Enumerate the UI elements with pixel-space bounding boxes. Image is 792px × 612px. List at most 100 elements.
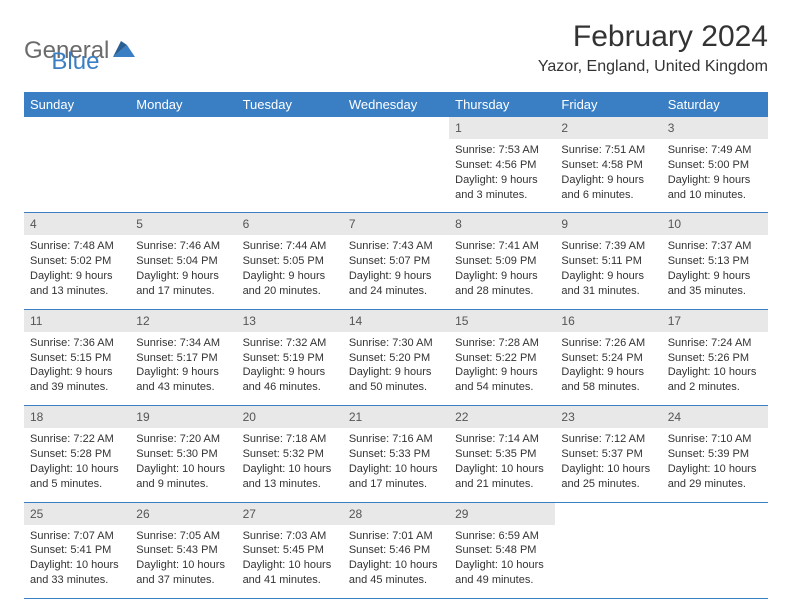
day-number-row: 11121314151617 [24,310,768,332]
day-content-cell: Sunrise: 7:20 AMSunset: 5:30 PMDaylight:… [130,428,236,501]
sunset-text: Sunset: 5:19 PM [243,351,337,366]
sunrise-text: Sunrise: 7:36 AM [30,336,124,351]
day-content-cell: Sunrise: 7:49 AMSunset: 5:00 PMDaylight:… [662,139,768,212]
sunset-text: Sunset: 5:26 PM [668,351,762,366]
daylight-text-1: Daylight: 9 hours [455,269,549,284]
daylight-text-1: Daylight: 9 hours [668,269,762,284]
day-number-row: 18192021222324 [24,406,768,428]
daylight-text-1: Daylight: 9 hours [243,365,337,380]
daylight-text-1: Daylight: 9 hours [561,365,655,380]
daylight-text-2: and 20 minutes. [243,284,337,299]
day-content-cell: Sunrise: 7:24 AMSunset: 5:26 PMDaylight:… [662,332,768,405]
sunset-text: Sunset: 5:43 PM [136,543,230,558]
sunrise-text: Sunrise: 7:24 AM [668,336,762,351]
daylight-text-1: Daylight: 9 hours [349,269,443,284]
day-content-cell: Sunrise: 7:07 AMSunset: 5:41 PMDaylight:… [24,525,130,598]
day-number-cell: 7 [343,213,449,235]
daylight-text-1: Daylight: 10 hours [30,462,124,477]
sunset-text: Sunset: 5:15 PM [30,351,124,366]
sunset-text: Sunset: 5:32 PM [243,447,337,462]
sunrise-text: Sunrise: 7:10 AM [668,432,762,447]
sunset-text: Sunset: 5:05 PM [243,254,337,269]
daylight-text-1: Daylight: 9 hours [349,365,443,380]
daylight-text-2: and 29 minutes. [668,477,762,492]
daylight-text-2: and 13 minutes. [30,284,124,299]
day-number-cell [237,117,343,139]
sunset-text: Sunset: 5:11 PM [561,254,655,269]
day-header-thu: Thursday [449,92,555,117]
sunset-text: Sunset: 5:00 PM [668,158,762,173]
daylight-text-1: Daylight: 9 hours [455,173,549,188]
day-content-cell: Sunrise: 7:41 AMSunset: 5:09 PMDaylight:… [449,235,555,308]
day-content-cell: Sunrise: 7:10 AMSunset: 5:39 PMDaylight:… [662,428,768,501]
day-content-cell: Sunrise: 7:51 AMSunset: 4:58 PMDaylight:… [555,139,661,212]
day-content-cell [24,139,130,205]
sunset-text: Sunset: 5:07 PM [349,254,443,269]
sunrise-text: Sunrise: 7:41 AM [455,239,549,254]
day-number-cell: 27 [237,503,343,525]
daylight-text-1: Daylight: 9 hours [561,173,655,188]
sunrise-text: Sunrise: 7:37 AM [668,239,762,254]
sunrise-text: Sunrise: 7:49 AM [668,143,762,158]
day-number-cell: 14 [343,310,449,332]
day-content-cell [237,139,343,205]
sunset-text: Sunset: 5:41 PM [30,543,124,558]
daylight-text-2: and 54 minutes. [455,380,549,395]
sunrise-text: Sunrise: 7:32 AM [243,336,337,351]
daylight-text-2: and 46 minutes. [243,380,337,395]
day-number-cell: 26 [130,503,236,525]
sunset-text: Sunset: 5:17 PM [136,351,230,366]
day-content-cell: Sunrise: 7:48 AMSunset: 5:02 PMDaylight:… [24,235,130,308]
day-content-cell [343,139,449,205]
daylight-text-2: and 5 minutes. [30,477,124,492]
day-number-cell: 8 [449,213,555,235]
day-content-cell: Sunrise: 7:05 AMSunset: 5:43 PMDaylight:… [130,525,236,598]
day-content-cell: Sunrise: 7:26 AMSunset: 5:24 PMDaylight:… [555,332,661,405]
daylight-text-2: and 45 minutes. [349,573,443,588]
day-header-mon: Monday [130,92,236,117]
sunrise-text: Sunrise: 7:46 AM [136,239,230,254]
daylight-text-2: and 35 minutes. [668,284,762,299]
day-content-cell: Sunrise: 7:28 AMSunset: 5:22 PMDaylight:… [449,332,555,405]
daylight-text-1: Daylight: 10 hours [455,558,549,573]
day-number-cell: 18 [24,406,130,428]
day-number-cell [343,117,449,139]
day-number-cell: 17 [662,310,768,332]
day-header-row: Sunday Monday Tuesday Wednesday Thursday… [24,92,768,117]
day-content-cell: Sunrise: 7:12 AMSunset: 5:37 PMDaylight:… [555,428,661,501]
day-content-cell: Sunrise: 6:59 AMSunset: 5:48 PMDaylight:… [449,525,555,598]
header: General Blue February 2024 Yazor, Englan… [24,20,768,76]
day-number-cell: 2 [555,117,661,139]
day-number-cell: 10 [662,213,768,235]
sunset-text: Sunset: 5:24 PM [561,351,655,366]
daylight-text-2: and 2 minutes. [668,380,762,395]
sunrise-text: Sunrise: 7:22 AM [30,432,124,447]
sunset-text: Sunset: 4:56 PM [455,158,549,173]
day-number-cell: 22 [449,406,555,428]
day-number-cell: 5 [130,213,236,235]
day-number-cell: 16 [555,310,661,332]
sunrise-text: Sunrise: 7:39 AM [561,239,655,254]
day-content-cell: Sunrise: 7:22 AMSunset: 5:28 PMDaylight:… [24,428,130,501]
daylight-text-2: and 24 minutes. [349,284,443,299]
title-block: February 2024 Yazor, England, United Kin… [538,20,768,76]
day-content-cell: Sunrise: 7:34 AMSunset: 5:17 PMDaylight:… [130,332,236,405]
sunset-text: Sunset: 5:39 PM [668,447,762,462]
daylight-text-2: and 21 minutes. [455,477,549,492]
daylight-text-1: Daylight: 9 hours [561,269,655,284]
daylight-text-1: Daylight: 10 hours [349,558,443,573]
sunrise-text: Sunrise: 7:01 AM [349,529,443,544]
day-number-cell [662,503,768,525]
day-number-cell: 29 [449,503,555,525]
sunrise-text: Sunrise: 7:44 AM [243,239,337,254]
sunrise-text: Sunrise: 7:48 AM [30,239,124,254]
sunrise-text: Sunrise: 7:26 AM [561,336,655,351]
sunrise-text: Sunrise: 7:12 AM [561,432,655,447]
daylight-text-1: Daylight: 10 hours [561,462,655,477]
month-title: February 2024 [538,20,768,54]
sunrise-text: Sunrise: 7:34 AM [136,336,230,351]
sunrise-text: Sunrise: 6:59 AM [455,529,549,544]
daylight-text-1: Daylight: 9 hours [30,365,124,380]
day-content-cell: Sunrise: 7:18 AMSunset: 5:32 PMDaylight:… [237,428,343,501]
sunrise-text: Sunrise: 7:43 AM [349,239,443,254]
